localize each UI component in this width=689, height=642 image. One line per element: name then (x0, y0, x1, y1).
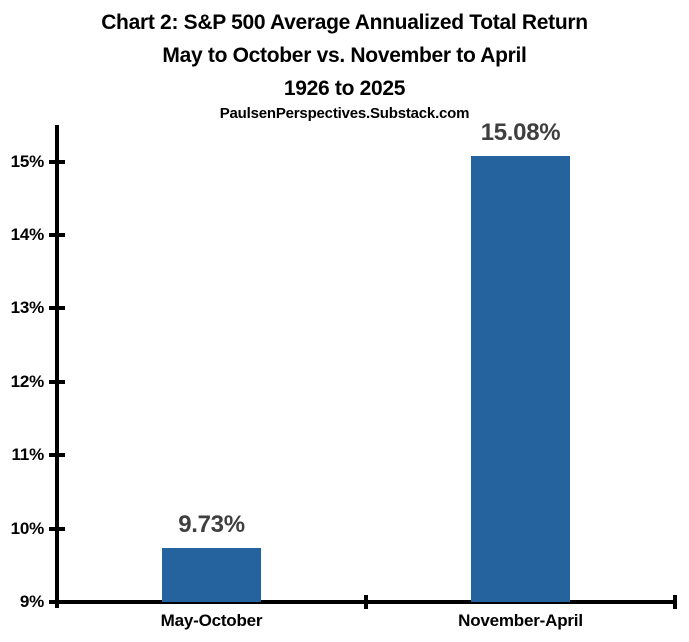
x-axis-end-tick (673, 595, 677, 609)
y-tick-label: 14% (10, 225, 45, 244)
chart-title-line3: 1926 to 2025 (283, 77, 406, 100)
chart-title-line1: Chart 2: S&P 500 Average Annualized Tota… (101, 11, 588, 34)
y-tick-label: 15% (10, 151, 45, 171)
y-tick-mark (49, 526, 65, 531)
y-tick-mark (49, 159, 65, 164)
chart-source: PaulsenPerspectives.Substack.com (219, 105, 470, 122)
bar (162, 548, 261, 602)
y-tick-label: 11% (11, 445, 45, 465)
y-tick-mark (49, 453, 65, 458)
y-axis-line (55, 125, 59, 608)
y-tick-mark (49, 306, 65, 311)
x-axis-mid-tick (364, 595, 368, 609)
y-tick-mark (49, 600, 65, 604)
chart-title-line2: May to October vs. November to April (162, 44, 527, 67)
y-tick-mark (49, 233, 65, 237)
bar-value-label: 15.08% (480, 118, 561, 146)
x-category-label: May-October (160, 611, 263, 630)
y-tick-label: 10% (10, 518, 45, 538)
y-tick-label: 13% (10, 298, 45, 318)
y-tick-label: 9% (19, 592, 44, 611)
y-tick-mark (49, 379, 65, 384)
chart-header: Chart 2: S&P 500 Average Annualized Tota… (0, 6, 689, 123)
bar (471, 155, 570, 602)
y-tick-label: 12% (10, 371, 45, 391)
bar-value-label: 9.73% (178, 511, 245, 539)
x-category-label: November-April (458, 611, 583, 630)
